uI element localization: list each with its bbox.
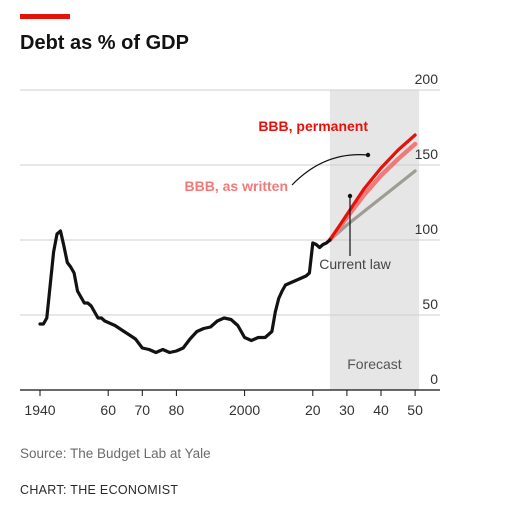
- leader-dot-current-law: [347, 193, 353, 199]
- y-tick-label: 0: [430, 371, 438, 387]
- y-tick-label: 100: [415, 221, 439, 237]
- series-line-current-law: [328, 169, 417, 242]
- y-axis-tick-labels: 0 50 100 150 200: [415, 71, 439, 387]
- annotations: BBB, permanent BBB, as written Current l…: [185, 118, 392, 272]
- leader-line-bbb-as-written: [291, 154, 369, 186]
- x-tick-label: 40: [373, 402, 389, 418]
- chart-credit: CHART: THE ECONOMIST: [20, 483, 179, 497]
- x-tick-label: 20: [305, 402, 321, 418]
- series-lines: [38, 133, 418, 355]
- x-tick-label: 30: [339, 402, 355, 418]
- x-axis: 1940 60 70 80 2000 20 30 40 50: [20, 389, 440, 418]
- x-tick-label: 1940: [24, 402, 55, 418]
- label-bbb-permanent: BBB, permanent: [258, 118, 368, 134]
- x-tick-label: 70: [135, 402, 151, 418]
- y-tick-label: 50: [422, 296, 438, 312]
- label-bbb-as-written: BBB, as written: [185, 178, 288, 194]
- series-line-historical: [38, 229, 332, 355]
- x-tick-label: 60: [100, 402, 116, 418]
- debt-chart: 0 50 100 150 200 1940 60 70 80 2000 20 30 40 50 Fore…: [20, 71, 440, 418]
- forecast-label: Forecast: [347, 356, 402, 372]
- label-current-law: Current law: [319, 256, 391, 272]
- y-tick-label: 150: [415, 146, 439, 162]
- x-tick-label: 80: [169, 402, 185, 418]
- series-line-bbb-permanent: [328, 133, 417, 242]
- gridlines: [20, 89, 440, 316]
- chart-title: Debt as % of GDP: [20, 32, 189, 54]
- leader-dot-bbb-as-written: [365, 152, 371, 158]
- x-tick-label: 50: [407, 402, 423, 418]
- accent-bar: [20, 14, 70, 19]
- y-tick-label: 200: [415, 71, 439, 87]
- x-tick-label: 2000: [229, 402, 260, 418]
- source-note: Source: The Budget Lab at Yale: [20, 446, 211, 461]
